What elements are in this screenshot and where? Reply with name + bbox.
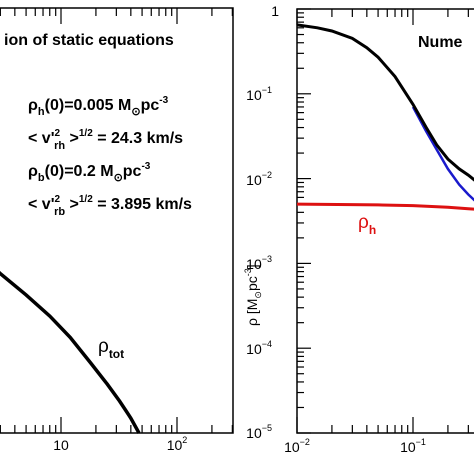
left-title: ion of static equations bbox=[4, 32, 174, 49]
label-rho-tot: ρtot bbox=[98, 336, 124, 361]
right-y-ticklabel-1: 1 bbox=[271, 3, 279, 19]
right-x-ticklabel-1e-2: 10−2 bbox=[284, 437, 310, 455]
right-x-ticks bbox=[296, 9, 469, 433]
left-panel: 10 102 ion of static equations ρh(0)=0.0… bbox=[0, 7, 234, 453]
series-line-blue bbox=[411, 106, 474, 202]
right-plot-frame bbox=[296, 8, 474, 434]
series-line-rho-tot bbox=[0, 270, 141, 434]
annotation-rho-b0: ρb(0)=0.2 M⊙pc-3 bbox=[28, 161, 151, 184]
left-x-ticks bbox=[0, 8, 233, 433]
right-y-ticks bbox=[297, 8, 311, 434]
right-y-ticklabel-1e-1: 10−1 bbox=[246, 85, 272, 103]
right-panel: 1 10−1 10−2 10−3 10−4 10−5 10−2 10−1 ρ [… bbox=[243, 3, 474, 455]
annotation-v-rb: < v'2 rb >1/2 = 3.895 km/s bbox=[28, 194, 192, 218]
right-y-axis-label: ρ [M⊙pc-3] bbox=[243, 264, 263, 326]
annotation-rho-h0: ρh(0)=0.005 M⊙pc-3 bbox=[28, 95, 169, 118]
right-y-ticklabel-1e-5: 10−5 bbox=[246, 423, 272, 441]
right-title: Nume bbox=[418, 34, 463, 51]
right-y-ticklabel-1e-2: 10−2 bbox=[246, 170, 272, 188]
right-x-ticklabel-1e-1: 10−1 bbox=[400, 437, 426, 455]
left-plot-frame bbox=[0, 7, 234, 434]
series-line-total bbox=[297, 23, 474, 182]
series-line-rho-h bbox=[297, 202, 474, 211]
label-rho-h: ρh bbox=[358, 212, 376, 237]
annotation-v-rh: < v'2 rh >1/2 = 24.3 km/s bbox=[28, 128, 183, 152]
left-x-ticklabel-100: 102 bbox=[167, 435, 188, 453]
left-x-ticklabel-10: 10 bbox=[53, 437, 69, 453]
right-y-ticklabel-1e-4: 10−4 bbox=[246, 339, 272, 357]
